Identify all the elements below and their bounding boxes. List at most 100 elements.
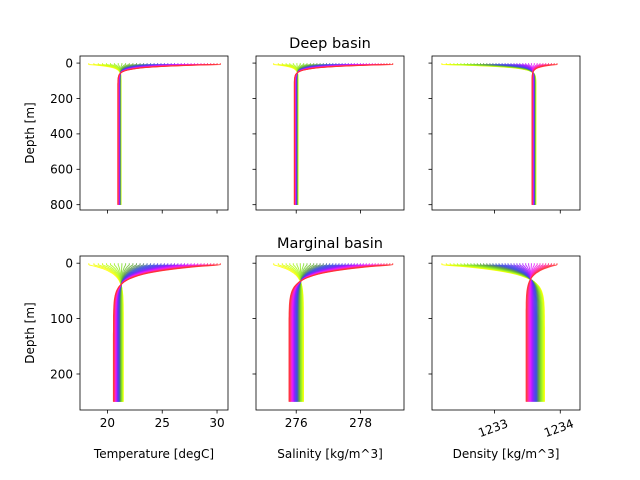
profile-line: [293, 63, 394, 205]
y-tick-label: 400: [50, 127, 73, 141]
profile-line: [290, 263, 382, 402]
profile-line: [118, 263, 155, 402]
axes-frame: [79, 255, 229, 411]
profile-line: [113, 263, 212, 402]
profile-line: [296, 63, 324, 205]
profile-line: [289, 263, 388, 402]
profile-line: [294, 63, 361, 205]
profile-line: [486, 63, 535, 205]
profile-line: [115, 263, 189, 402]
profile-line: [118, 63, 189, 205]
profile-line: [510, 63, 535, 205]
profile-line: [114, 263, 208, 402]
profile-line: [463, 63, 536, 205]
profile-line: [531, 63, 558, 205]
profile-line: [294, 63, 388, 205]
profile-line: [118, 63, 169, 205]
axes-frame: [255, 255, 405, 411]
profile-line: [116, 263, 179, 402]
profile-line: [113, 263, 218, 402]
profile-line: [295, 63, 343, 205]
profile-line: [119, 63, 148, 205]
profile-line: [294, 63, 376, 205]
profile-line: [295, 63, 355, 205]
profile-line: [513, 63, 535, 205]
profile-line: [295, 63, 337, 205]
profile-line: [119, 63, 141, 205]
profile-line: [118, 263, 159, 402]
profile-line: [118, 63, 175, 205]
profile-line: [115, 263, 195, 402]
axes-frame: [255, 55, 405, 211]
profile-line: [519, 63, 534, 205]
x-tick-label: 30: [209, 416, 224, 430]
profile-line: [449, 63, 537, 205]
profile-line: [114, 263, 199, 402]
profile-lines: [273, 63, 394, 205]
profile-line: [119, 63, 152, 205]
row-title: Deep basin: [289, 36, 371, 52]
profile-line: [480, 63, 536, 205]
axes-frame: [431, 55, 581, 211]
profile-line: [117, 63, 199, 205]
y-tick-label: 0: [65, 257, 73, 271]
profile-line: [295, 63, 349, 205]
profile-line: [441, 63, 537, 205]
profile-lines: [273, 263, 394, 402]
profile-line: [117, 63, 212, 205]
x-tick-label: 20: [100, 416, 115, 430]
profile-line: [294, 63, 379, 205]
x-axis-label: Temperature [degC]: [93, 447, 214, 461]
profile-line: [118, 63, 192, 205]
profile-line: [118, 63, 162, 205]
profile-line: [294, 63, 382, 205]
profile-line: [296, 63, 301, 205]
profile-lines: [88, 63, 221, 205]
profile-line: [117, 63, 221, 205]
x-tick-label: 278: [349, 416, 372, 430]
profile-line: [453, 63, 537, 205]
profile-line: [294, 63, 367, 205]
profile-line: [88, 63, 122, 205]
profile-line: [473, 63, 536, 205]
y-axis-label: Depth [m]: [23, 102, 37, 163]
profile-line: [296, 63, 321, 205]
profile-line: [117, 63, 208, 205]
panel-deep-density: [428, 55, 581, 214]
profile-line: [115, 263, 192, 402]
profile-line: [114, 263, 202, 402]
y-tick-label: 600: [50, 163, 73, 177]
x-tick-label: 1233: [476, 416, 509, 440]
profile-line: [492, 63, 535, 205]
profile-line: [294, 63, 364, 205]
profile-line: [288, 263, 391, 402]
profile-line: [118, 63, 165, 205]
profile-line: [470, 63, 536, 205]
profile-line: [296, 63, 318, 205]
profile-line: [296, 63, 311, 205]
profile-line: [117, 63, 218, 205]
profile-line: [118, 63, 179, 205]
profile-line: [288, 263, 394, 402]
y-tick-label: 0: [65, 56, 73, 70]
x-tick-label: 1234: [542, 416, 575, 440]
y-axis-label: Depth [m]: [23, 302, 37, 363]
profile-line: [476, 63, 536, 205]
profile-line: [516, 63, 534, 205]
profile-line: [295, 63, 334, 205]
profile-line: [460, 63, 536, 205]
profile-line: [118, 63, 182, 205]
panel-marginal-density: 1233 1234 Density [kg/m^3]: [428, 255, 581, 461]
panel-marginal-temperature: 20 25 30 0 100 200 Temperature [degC] Depth [m]: [23, 255, 229, 461]
profile-line: [296, 63, 331, 205]
profile-line: [118, 63, 185, 205]
profile-line: [495, 63, 535, 205]
profile-line: [295, 63, 352, 205]
y-tick-label: 100: [50, 312, 73, 326]
profile-line: [116, 263, 182, 402]
profile-line: [507, 63, 535, 205]
y-tick-label: 800: [50, 198, 73, 212]
profile-line: [113, 263, 215, 402]
profile-line: [501, 63, 535, 205]
profile-line: [294, 63, 370, 205]
